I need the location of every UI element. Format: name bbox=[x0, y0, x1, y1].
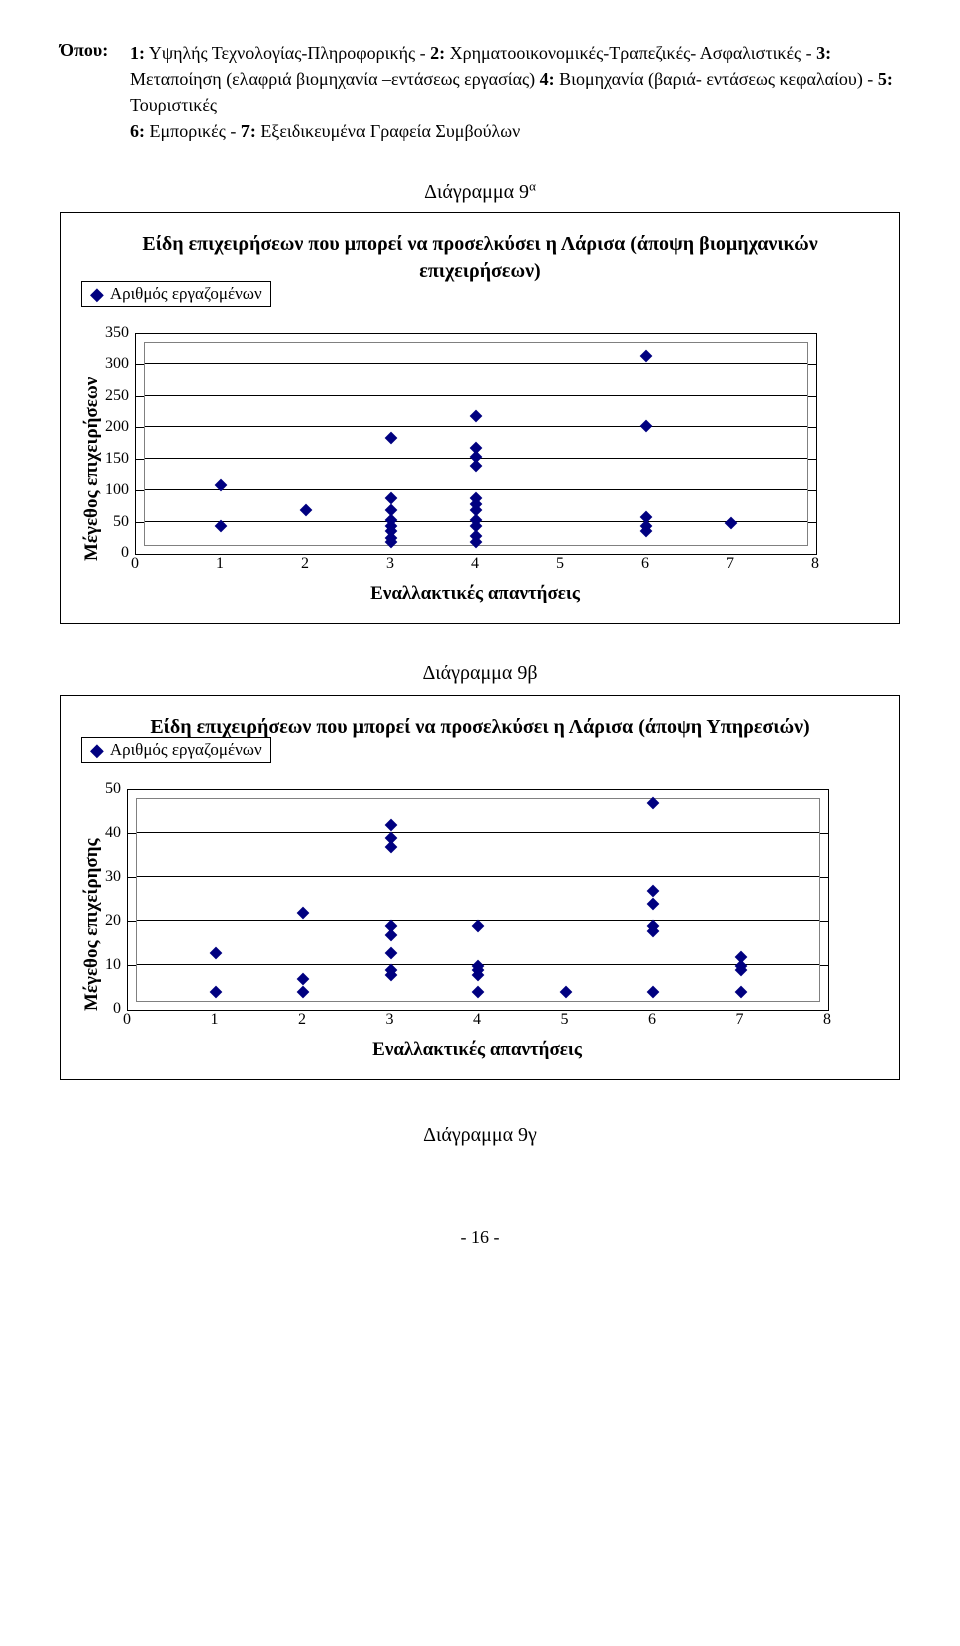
x-tick: 1 bbox=[216, 555, 224, 573]
x-tick: 7 bbox=[726, 555, 734, 573]
legend-key: 5: bbox=[878, 69, 893, 89]
chart-a-title-text: Διάγραμμα 9 bbox=[424, 181, 529, 203]
legend-lines: 1: Υψηλής Τεχνολογίας-Πληροφορικής - 2: … bbox=[130, 40, 900, 144]
gridline bbox=[137, 876, 819, 877]
legend-key: 1: bbox=[130, 43, 145, 63]
chart-legend-label: Αριθμός εργαζομένων bbox=[110, 740, 262, 760]
plot-column: 012345678Εναλλακτικές απαντήσεις bbox=[127, 789, 881, 1061]
legend-key: 4: bbox=[540, 69, 555, 89]
legend-line: 1: Υψηλής Τεχνολογίας-Πληροφορικής - 2: … bbox=[130, 40, 900, 118]
y-axis-label: Μέγεθος επιχειρήσεων bbox=[79, 333, 105, 605]
x-tick: 4 bbox=[473, 1011, 481, 1029]
page-number: - 16 - bbox=[60, 1227, 900, 1248]
legend-text-span: Μεταποίηση (ελαφριά βιομηχανία –εντάσεως… bbox=[130, 69, 540, 89]
chart-b-title-text: Διάγραμμα 9β bbox=[422, 662, 537, 684]
legend-text-span: Βιομηχανία (βαριά- εντάσεως κεφαλαίου) - bbox=[555, 69, 878, 89]
x-tick: 6 bbox=[648, 1011, 656, 1029]
x-tick: 3 bbox=[386, 555, 394, 573]
plot-outer-box bbox=[127, 789, 829, 1011]
gridline bbox=[137, 832, 819, 833]
x-tick: 5 bbox=[561, 1011, 569, 1029]
gridline bbox=[145, 363, 807, 364]
legend-prefix: Όπου: bbox=[60, 40, 130, 61]
x-tick: 3 bbox=[386, 1011, 394, 1029]
chart-a-supertitle: Διάγραμμα 9α bbox=[60, 178, 900, 204]
legend-block: Όπου: 1: Υψηλής Τεχνολογίας-Πληροφορικής… bbox=[60, 40, 900, 144]
legend-key: 2: bbox=[430, 43, 445, 63]
legend-key: 6: bbox=[130, 121, 145, 141]
chart-c-supertitle: Διάγραμμα 9γ bbox=[60, 1124, 900, 1147]
x-tick: 8 bbox=[811, 555, 819, 573]
plot-column: 012345678Εναλλακτικές απαντήσεις bbox=[135, 333, 881, 605]
plot-wrap: Μέγεθος επιχείρησης50403020100 0 1 2 3 4 5 6 7 8 Ε… bbox=[79, 789, 881, 1061]
x-tick: 2 bbox=[298, 1011, 306, 1029]
y-ticks: 50403020100 bbox=[105, 789, 127, 1009]
y-axis-label: Μέγεθος επιχείρησης bbox=[79, 789, 105, 1061]
x-tick: 2 bbox=[301, 555, 309, 573]
x-tick: 6 bbox=[641, 555, 649, 573]
legend-text-span: Τουριστικές bbox=[130, 95, 217, 115]
chart-c-title-text: Διάγραμμα 9γ bbox=[423, 1124, 537, 1146]
x-ticks-wrap: 012345678 bbox=[127, 1011, 827, 1031]
x-tick: 7 bbox=[736, 1011, 744, 1029]
chart-a-frame: Είδη επιχειρήσεων που μπορεί να προσελκύ… bbox=[60, 212, 900, 624]
y-ticks: 350300250200150100500 bbox=[105, 333, 135, 553]
x-ticks-wrap: 012345678 bbox=[135, 555, 815, 575]
diamond-icon: ◆ bbox=[90, 741, 104, 759]
chart-a-title-sup: α bbox=[529, 178, 536, 193]
chart-legend-label: Αριθμός εργαζομένων bbox=[110, 284, 262, 304]
legend-key: 7: bbox=[241, 121, 256, 141]
x-tick: 0 bbox=[123, 1011, 131, 1029]
plot-wrap: Μέγεθος επιχειρήσεων35030025020015010050… bbox=[79, 333, 881, 605]
legend-text-span: Υψηλής Τεχνολογίας-Πληροφορικής - bbox=[145, 43, 430, 63]
legend-line: 6: Εμπορικές - 7: Εξειδικευμένα Γραφεία … bbox=[130, 118, 900, 144]
x-tick: 1 bbox=[211, 1011, 219, 1029]
chart-b-frame: Είδη επιχειρήσεων που μπορεί να προσελκύ… bbox=[60, 695, 900, 1080]
plot-outer-box bbox=[135, 333, 817, 555]
x-tick: 8 bbox=[823, 1011, 831, 1029]
legend-text-span: Εξειδικευμένα Γραφεία Συμβούλων bbox=[256, 121, 520, 141]
x-tick: 4 bbox=[471, 555, 479, 573]
chart-legend-box: ◆ Αριθμός εργαζομένων bbox=[81, 737, 271, 763]
chart-legend-box: ◆ Αριθμός εργαζομένων bbox=[81, 281, 271, 307]
gridline bbox=[145, 395, 807, 396]
chart-b-supertitle: Διάγραμμα 9β bbox=[60, 662, 900, 685]
x-tick: 5 bbox=[556, 555, 564, 573]
x-axis-label: Εναλλακτικές απαντήσεις bbox=[127, 1039, 827, 1061]
gridline bbox=[145, 489, 807, 490]
diamond-icon: ◆ bbox=[90, 285, 104, 303]
legend-key: 3: bbox=[816, 43, 831, 63]
x-tick: 0 bbox=[131, 555, 139, 573]
legend-text-span: Χρηματοοικονομικές-Τραπεζικές- Ασφαλιστι… bbox=[445, 43, 816, 63]
x-axis-label: Εναλλακτικές απαντήσεις bbox=[135, 583, 815, 605]
legend-text-span: Εμπορικές - bbox=[145, 121, 241, 141]
chart-inner-title: Είδη επιχειρήσεων που μπορεί να προσελκύ… bbox=[139, 231, 821, 285]
gridline bbox=[145, 426, 807, 427]
